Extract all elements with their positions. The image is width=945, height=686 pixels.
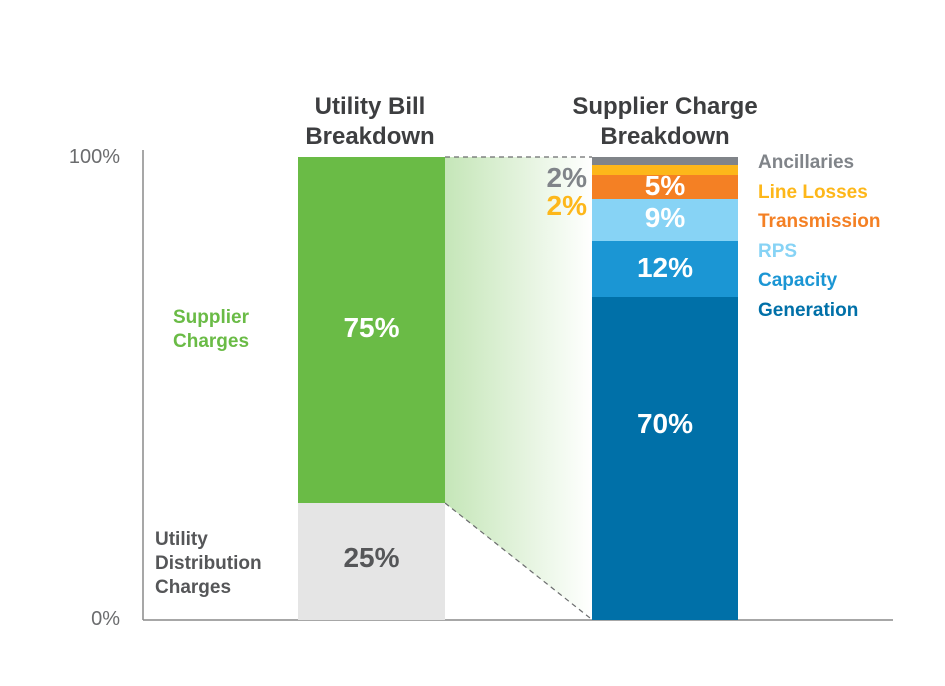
- line-losses-side-value: 2%: [546, 190, 587, 221]
- connector-wedge: [445, 157, 592, 620]
- capacity-value: 12%: [636, 252, 694, 283]
- generation-value: 70%: [636, 408, 694, 439]
- legend-item-line-losses: Line Losses: [758, 181, 868, 203]
- supplier-label-line-2: Charges: [173, 331, 250, 352]
- right-chart-title: Supplier Charge Breakdown: [535, 92, 795, 152]
- rps-segment: 9%: [592, 199, 738, 241]
- left-chart-title: Utility Bill Breakdown: [270, 92, 470, 152]
- supplier-charge-bar: 5% 9% 12% 70%: [592, 157, 738, 620]
- right-title-line-1: Supplier Charge: [572, 93, 758, 120]
- supplier-charges-value: 75%: [343, 312, 400, 343]
- transmission-segment: 5%: [592, 171, 738, 201]
- utility-distribution-value: 25%: [343, 542, 400, 573]
- legend-item-rps: RPS: [758, 240, 798, 262]
- utility-bill-bar: 75% 25%: [298, 157, 445, 620]
- right-title-line-2: Breakdown: [600, 123, 730, 150]
- generation-segment: 70%: [592, 297, 738, 620]
- capacity-segment: 12%: [592, 241, 738, 297]
- connector-bottom-dashed-line: [444, 502, 591, 619]
- supplier-charges-label: Supplier Charges: [173, 306, 249, 354]
- legend-item-ancillaries: Ancillaries: [758, 152, 855, 173]
- y-tick-0: 0%: [91, 608, 120, 630]
- transmission-value: 5%: [644, 170, 686, 201]
- y-tick-100: 100%: [68, 146, 120, 168]
- utility-distribution-label: Utility Distribution Charges: [155, 528, 262, 600]
- legend-item-generation: Generation: [758, 299, 859, 321]
- line-losses-segment: [592, 165, 738, 175]
- supplier-charges-segment: 75%: [298, 157, 445, 503]
- legend-item-capacity: Capacity: [758, 270, 838, 291]
- ancillaries-side-value: 2%: [546, 162, 587, 193]
- left-title-line-2: Breakdown: [305, 123, 435, 150]
- left-title-line-1: Utility Bill: [314, 93, 426, 120]
- utility-label-line-3: Charges: [155, 577, 232, 598]
- utility-distribution-segment: 25%: [298, 503, 445, 620]
- utility-label-line-1: Utility: [155, 529, 208, 550]
- rps-value: 9%: [644, 202, 686, 233]
- legend-item-transmission: Transmission: [758, 211, 881, 232]
- ancillaries-segment: [592, 157, 738, 165]
- legend: Ancillaries Line Losses Transmission RPS…: [758, 148, 881, 325]
- utility-label-line-2: Distribution: [155, 553, 262, 574]
- supplier-label-line-1: Supplier: [173, 307, 250, 328]
